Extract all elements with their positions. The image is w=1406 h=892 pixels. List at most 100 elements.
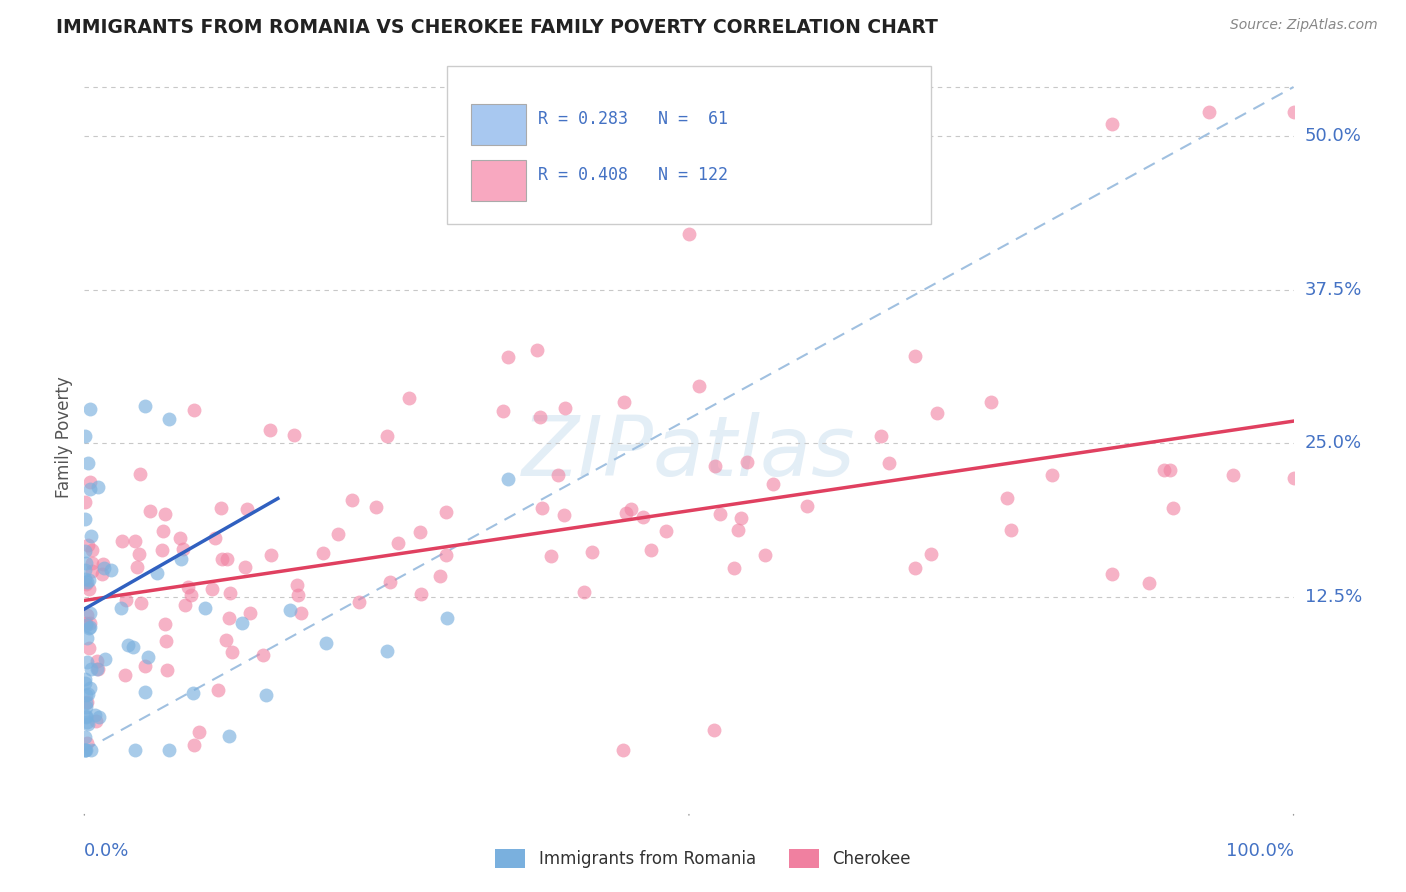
Point [77, 457, 100, 471]
Point [1153, 463, 1175, 477]
Point [87, 710, 110, 724]
Point [723, 561, 745, 575]
Point [75, 617, 97, 632]
Point [581, 544, 603, 558]
Point [678, 227, 700, 242]
Point [529, 410, 551, 425]
Point [86, 480, 108, 494]
Point [156, 663, 179, 677]
Point [177, 580, 200, 594]
Point [1000, 524, 1022, 538]
Point [260, 549, 283, 563]
Point [169, 531, 191, 545]
Point [138, 504, 160, 518]
Point [215, 632, 238, 647]
Point [76, 736, 98, 750]
Text: R = 0.408   N = 122: R = 0.408 N = 122 [538, 166, 728, 184]
Point [86, 662, 108, 676]
Point [980, 395, 1002, 409]
Point [259, 423, 281, 437]
Point [79, 620, 101, 634]
Point [211, 552, 233, 566]
Point [218, 611, 240, 625]
Point [153, 617, 176, 632]
Point [727, 523, 749, 537]
Point [157, 743, 180, 757]
Point [920, 547, 942, 561]
Point [75, 731, 97, 745]
Point [492, 404, 515, 418]
Point [631, 509, 654, 524]
Point [194, 601, 217, 615]
Point [312, 546, 335, 560]
Point [80, 662, 103, 676]
Point [73, 495, 96, 509]
Point [87, 662, 110, 676]
Point [94, 652, 117, 666]
Point [82, 543, 104, 558]
FancyBboxPatch shape [471, 103, 526, 145]
Point [180, 588, 202, 602]
Point [77, 717, 100, 731]
Text: 37.5%: 37.5% [1305, 281, 1362, 299]
Point [436, 611, 458, 625]
Point [655, 524, 678, 538]
Point [398, 391, 420, 405]
Text: ZIPatlas: ZIPatlas [522, 411, 856, 492]
Point [709, 508, 731, 522]
Point [620, 502, 643, 516]
Point [496, 473, 519, 487]
Point [278, 603, 301, 617]
Point [77, 582, 100, 596]
Point [366, 500, 388, 514]
Point [129, 596, 152, 610]
Point [80, 564, 103, 578]
Point [172, 541, 194, 556]
Point [91, 567, 114, 582]
Point [612, 743, 634, 757]
Point [174, 598, 197, 612]
Point [754, 548, 776, 562]
Point [796, 500, 818, 514]
Point [114, 667, 136, 681]
Text: 12.5%: 12.5% [1305, 588, 1362, 606]
Text: 50.0%: 50.0% [1305, 128, 1361, 145]
Point [904, 561, 927, 575]
Point [526, 343, 548, 357]
Point [342, 493, 364, 508]
Point [378, 574, 401, 589]
Point [100, 563, 122, 577]
Point [79, 681, 101, 695]
Point [904, 349, 927, 363]
Point [233, 560, 256, 574]
Point [219, 586, 242, 600]
Point [76, 687, 98, 701]
Point [187, 724, 209, 739]
Point [75, 543, 97, 558]
Point [1137, 576, 1160, 591]
Text: 25.0%: 25.0% [1305, 434, 1362, 452]
Point [79, 606, 101, 620]
Point [153, 507, 176, 521]
Point [75, 696, 97, 710]
Point [75, 688, 97, 702]
Y-axis label: Family Poverty: Family Poverty [55, 376, 73, 498]
Point [86, 654, 108, 668]
Point [221, 645, 243, 659]
Point [134, 400, 156, 414]
Point [347, 595, 370, 609]
Point [124, 743, 146, 757]
Point [201, 582, 224, 596]
Point [870, 429, 893, 443]
Point [315, 636, 337, 650]
Point [128, 547, 150, 561]
Point [231, 616, 253, 631]
Point [290, 607, 312, 621]
Point [204, 531, 226, 545]
Point [218, 729, 240, 743]
Point [207, 683, 229, 698]
Point [287, 589, 309, 603]
Point [76, 715, 98, 730]
Point [762, 477, 785, 491]
Point [530, 501, 553, 516]
